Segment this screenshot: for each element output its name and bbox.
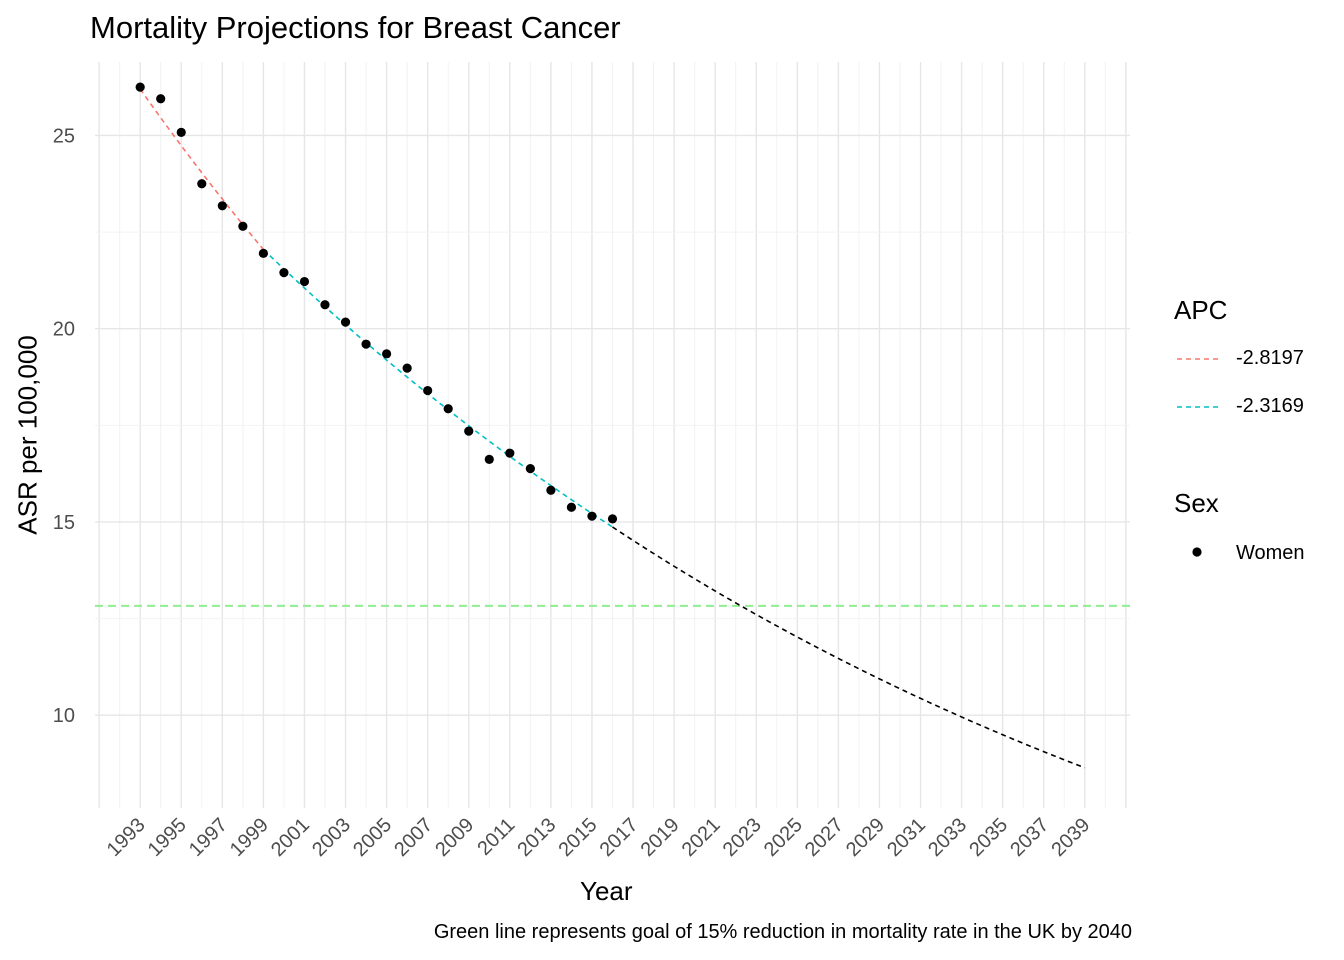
y-tick-label: 20	[53, 319, 75, 341]
legend-key-women	[1192, 547, 1202, 557]
fit-line-apc-2	[262, 248, 613, 528]
data-point	[382, 349, 392, 359]
data-point	[258, 248, 268, 258]
chart-caption: Green line represents goal of 15% reduct…	[433, 921, 1132, 943]
x-tick-label: 2003	[308, 814, 355, 861]
data-point	[176, 127, 186, 137]
data-point	[484, 454, 494, 464]
x-tick-label: 2005	[349, 814, 396, 861]
data-point	[320, 300, 330, 310]
data-points	[135, 82, 618, 524]
x-tick-label: 2011	[473, 814, 519, 860]
x-tick-label: 2009	[431, 814, 478, 861]
x-tick-label: 2007	[390, 814, 437, 861]
legend-label-apc-2: -2.3169	[1236, 395, 1304, 417]
x-tick-label: 2033	[924, 814, 971, 861]
data-point	[423, 385, 433, 396]
x-tick-label: 2025	[760, 814, 807, 861]
x-tick-label: 1995	[144, 814, 191, 861]
x-tick-label: 2039	[1047, 814, 1094, 861]
legend-keys	[1177, 358, 1218, 557]
data-point	[525, 464, 535, 474]
data-point	[238, 221, 248, 231]
x-tick-label: 2023	[719, 814, 766, 861]
data-point	[279, 268, 289, 278]
grid	[95, 62, 1130, 808]
y-tick-label: 15	[53, 512, 75, 534]
x-tick-label: 1997	[185, 814, 232, 861]
data-point	[546, 485, 556, 495]
x-tick-label: 2029	[842, 814, 889, 861]
legend-label-women: Women	[1236, 542, 1305, 564]
data-point	[566, 502, 577, 512]
legend-label-apc-1: -2.8197	[1236, 347, 1304, 369]
data-point	[217, 201, 227, 211]
data-point	[587, 511, 597, 521]
x-tick-label: 2015	[554, 814, 601, 861]
y-axis-label: ASR per 100,000	[12, 335, 43, 535]
data-point	[156, 94, 166, 104]
fit-line-apc-1	[139, 88, 265, 250]
data-point	[607, 514, 618, 524]
x-tick-label: 2021	[678, 814, 725, 861]
legend-title-sex: Sex	[1174, 488, 1219, 518]
x-tick-label: 2035	[965, 814, 1012, 861]
data-point	[505, 448, 515, 458]
x-tick-label: 2019	[637, 814, 684, 861]
data-point	[135, 82, 145, 92]
data-point	[402, 363, 412, 373]
data-point	[197, 179, 207, 189]
x-tick-label: 2031	[883, 814, 930, 861]
data-point	[464, 426, 474, 436]
x-tick-label: 1993	[103, 814, 150, 861]
y-tick-label: 25	[53, 125, 75, 147]
x-axis-label: Year	[580, 876, 633, 906]
fit-lines	[139, 88, 1086, 769]
x-tick-label: 2027	[801, 814, 848, 861]
projection-line	[612, 526, 1086, 769]
x-tick-label: 2001	[267, 814, 314, 861]
y-tick-label: 10	[53, 705, 75, 727]
data-point	[443, 404, 453, 414]
data-point	[340, 317, 351, 327]
x-tick-label: 2013	[513, 814, 560, 861]
data-point	[361, 339, 371, 349]
x-tick-label: 2037	[1006, 814, 1053, 861]
chart-title: Mortality Projections for Breast Cancer	[90, 10, 621, 45]
x-tick-label: 2017	[596, 814, 643, 861]
data-point	[299, 276, 310, 287]
legend-title-apc: APC	[1174, 295, 1228, 325]
tick-labels: 1015202519931995199719992001200320052007…	[53, 125, 1095, 861]
x-tick-label: 1999	[226, 814, 273, 861]
